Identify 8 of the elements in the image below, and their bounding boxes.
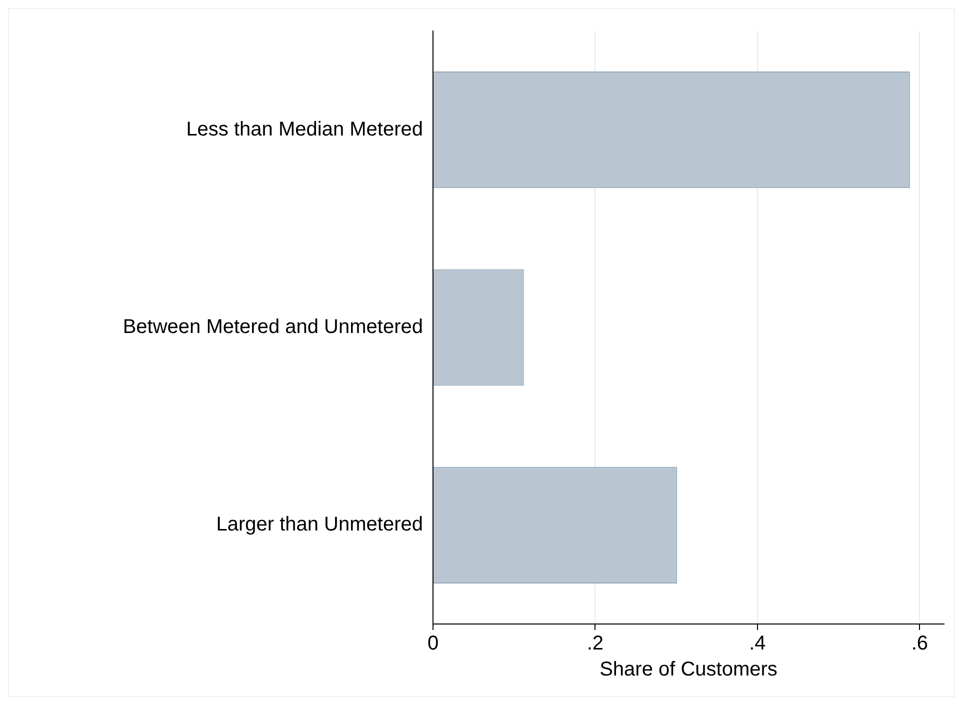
x-tick-label: 0 <box>427 632 439 655</box>
x-tick-label: .2 <box>586 632 604 655</box>
y-tick-label: Between Metered and Unmetered <box>122 316 423 338</box>
x-tick-label: .6 <box>911 632 928 655</box>
y-tick-label: Larger than Unmetered <box>216 514 423 536</box>
x-axis-title: Share of Customers <box>600 658 778 681</box>
y-tick-label: Less than Median Metered <box>186 118 423 140</box>
x-tick-label: .4 <box>749 632 766 655</box>
